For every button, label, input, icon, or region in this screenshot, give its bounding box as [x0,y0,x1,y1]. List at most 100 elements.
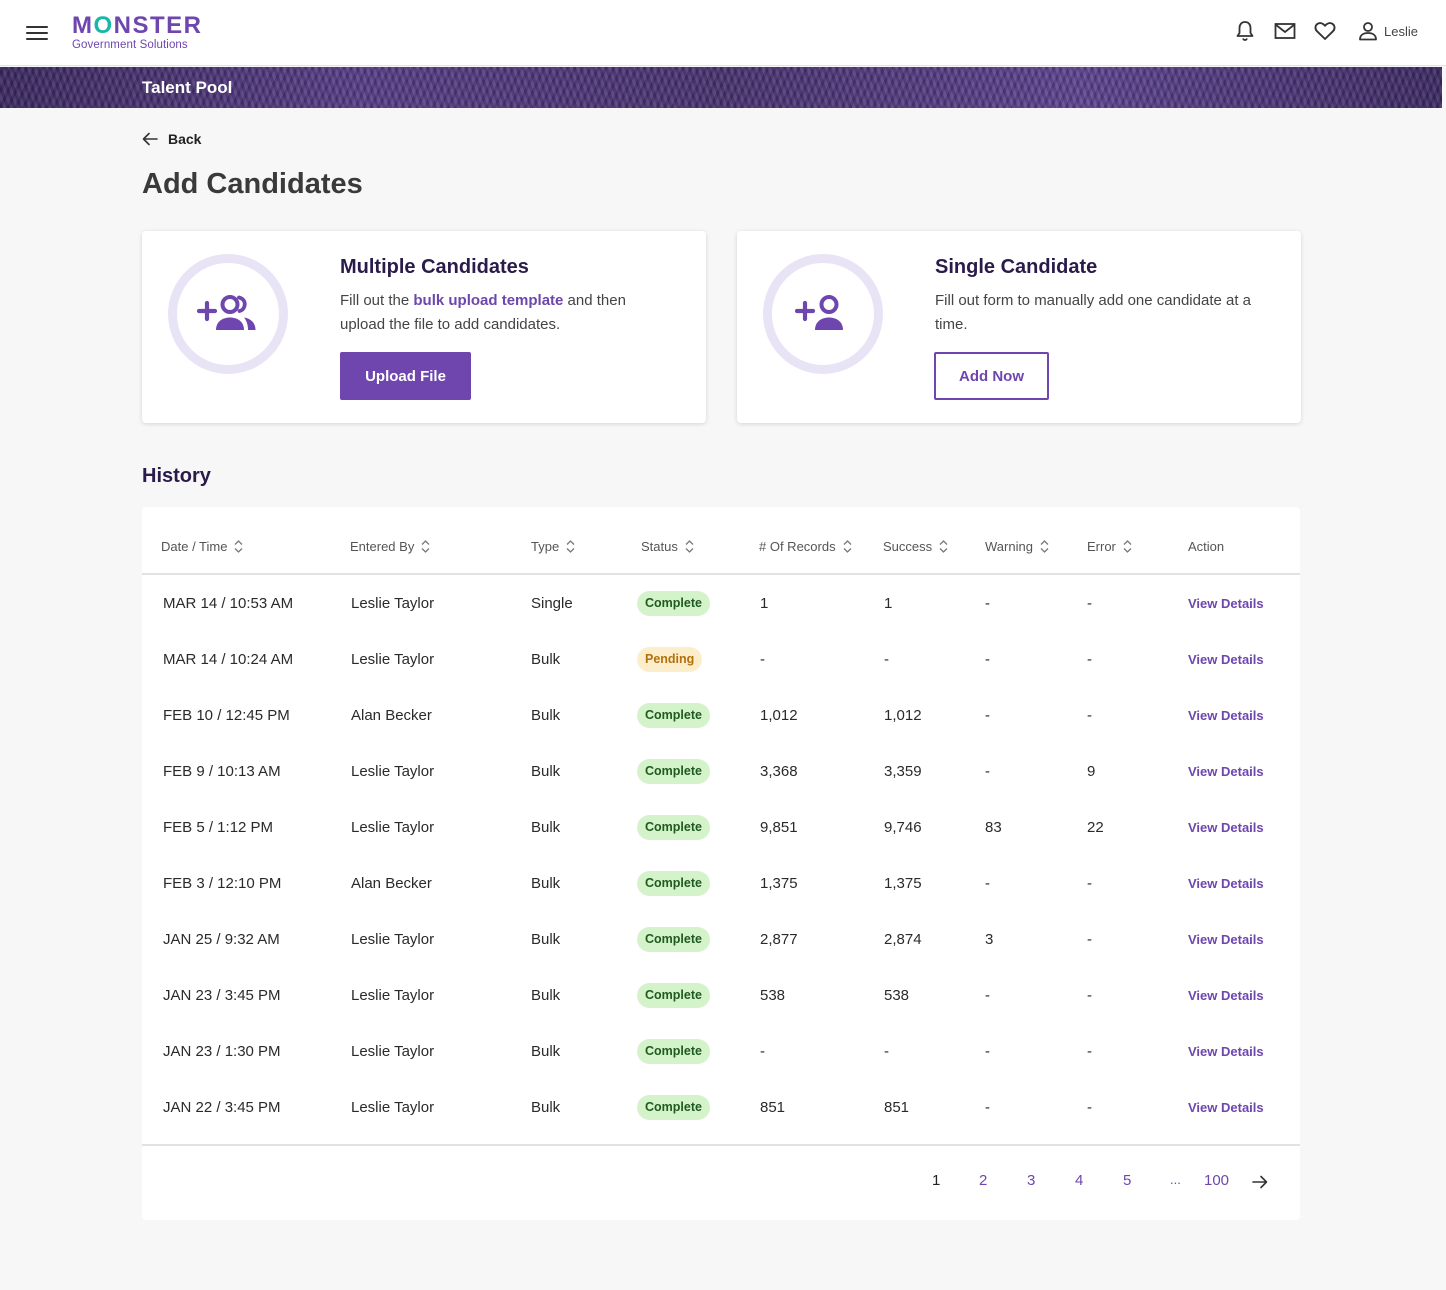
cell-error: - [1087,875,1092,892]
cell-date-time: FEB 5 / 1:12 PM [163,819,274,836]
cell-error: - [1087,707,1092,724]
cell-warning: - [985,1043,990,1060]
cell-success: - [884,1043,889,1060]
cell-records: 1,012 [760,707,798,724]
cell-type: Bulk [531,651,561,668]
back-link[interactable]: Back [142,131,201,147]
cell-entered-by: Leslie Taylor [351,819,435,836]
cell-warning: 3 [985,931,994,948]
column-header-error[interactable]: Error [1087,539,1132,554]
user-icon [1359,22,1377,41]
column-label: # Of Records [759,539,836,554]
table-row: JAN 25 / 9:32 AM Leslie Taylor Bulk Complet… [142,912,1300,968]
column-header-records[interactable]: # Of Records [759,539,852,554]
view-details-link[interactable]: View Details [1188,876,1264,891]
cell-warning: - [985,1099,990,1116]
cell-success: 1,012 [884,707,922,724]
table-row: MAR 14 / 10:24 AM Leslie Taylor Bulk Pendin… [142,632,1300,688]
logo[interactable]: MONSTER Government Solutions [72,12,203,52]
sort-icon [939,540,948,553]
status-badge: Pending [637,647,703,672]
column-label: Success [883,539,933,554]
cell-success: 9,746 [884,819,922,836]
cell-date-time: FEB 10 / 12:45 PM [163,707,290,724]
table-row: FEB 3 / 12:10 PM Alan Becker Bulk Complete 1… [142,856,1300,912]
single-candidate-title: Single Candidate [935,256,1098,278]
history-table: Date / Time Entered By Type Status # Of … [142,507,1300,1220]
cell-records: 1,375 [760,875,798,892]
table-row: JAN 23 / 3:45 PM Leslie Taylor Bulk Complet… [142,968,1300,1024]
column-header-warning[interactable]: Warning [985,539,1049,554]
column-label: Type [531,539,560,554]
view-details-link[interactable]: View Details [1188,1044,1264,1059]
page-4-link[interactable]: 4 [1075,1172,1084,1189]
cell-entered-by: Leslie Taylor [351,931,435,948]
heart-icon[interactable] [1314,20,1336,42]
cell-date-time: MAR 14 / 10:53 AM [163,595,294,612]
description-text: Fill out the [340,292,414,309]
menu-icon[interactable] [26,22,48,42]
cell-error: - [1087,595,1092,612]
cell-error: - [1087,651,1092,668]
cell-date-time: JAN 22 / 3:45 PM [163,1099,281,1116]
cell-date-time: JAN 23 / 3:45 PM [163,987,281,1004]
cell-warning: - [985,707,990,724]
cell-entered-by: Alan Becker [351,875,432,892]
view-details-link[interactable]: View Details [1188,988,1264,1003]
cell-success: - [884,651,889,668]
sort-icon [235,540,243,553]
status-badge: Complete [637,1095,710,1120]
page-1-link[interactable]: 1 [932,1172,941,1189]
table-row: FEB 5 / 1:12 PM Leslie Taylor Bulk Complete… [142,800,1300,856]
mail-icon[interactable] [1274,20,1296,42]
description-text-continued: and then upload the file to add candidat… [340,292,626,333]
cell-entered-by: Leslie Taylor [351,987,435,1004]
view-details-link[interactable]: View Details [1188,1100,1264,1115]
column-header-success[interactable]: Success [883,539,948,554]
view-details-link[interactable]: View Details [1188,596,1264,611]
page-5-link[interactable]: 5 [1123,1172,1132,1189]
view-details-link[interactable]: View Details [1188,708,1264,723]
card-icon-circle [168,254,288,374]
page-last-link[interactable]: 100 [1204,1172,1230,1189]
add-now-button[interactable]: Add Now [934,352,1049,400]
multiple-candidates-description: Fill out the bulk upload template and th… [340,289,660,337]
column-header-type[interactable]: Type [531,539,575,554]
cell-records: 2,877 [760,931,798,948]
cell-entered-by: Leslie Taylor [351,1043,435,1060]
page-3-link[interactable]: 3 [1027,1172,1036,1189]
status-badge: Complete [637,703,710,728]
bell-icon[interactable] [1234,20,1256,42]
sort-icon [685,540,694,553]
cell-error: - [1087,1099,1092,1116]
cell-entered-by: Leslie Taylor [351,595,435,612]
arrow-right-icon[interactable] [1252,1175,1268,1193]
cell-type: Bulk [531,1099,561,1116]
logo-word: MONSTER [72,12,203,39]
view-details-link[interactable]: View Details [1188,764,1264,779]
view-details-link[interactable]: View Details [1188,652,1264,667]
page-2-link[interactable]: 2 [979,1172,988,1189]
cell-success: 3,359 [884,763,922,780]
column-header-action: Action [1188,539,1224,554]
user-menu[interactable]: Leslie [1358,21,1418,41]
user-name: Leslie [1384,23,1418,39]
view-details-link[interactable]: View Details [1188,820,1264,835]
cell-warning: - [985,763,990,780]
cell-warning: - [985,875,990,892]
bulk-upload-template-link[interactable]: bulk upload template [413,292,564,309]
cell-success: 851 [884,1099,910,1116]
column-header-date-time[interactable]: Date / Time [161,539,243,554]
column-header-entered-by[interactable]: Entered By [350,539,430,554]
cell-records: 851 [760,1099,786,1116]
view-details-link[interactable]: View Details [1188,932,1264,947]
cell-date-time: JAN 25 / 9:32 AM [163,931,280,948]
column-header-status[interactable]: Status [641,539,694,554]
upload-file-button[interactable]: Upload File [340,352,471,400]
card-icon-circle [763,254,883,374]
cell-warning: - [985,595,990,612]
banner-title: Talent Pool [142,78,233,97]
cell-entered-by: Leslie Taylor [351,651,435,668]
back-label: Back [168,131,202,147]
cell-error: - [1087,931,1092,948]
